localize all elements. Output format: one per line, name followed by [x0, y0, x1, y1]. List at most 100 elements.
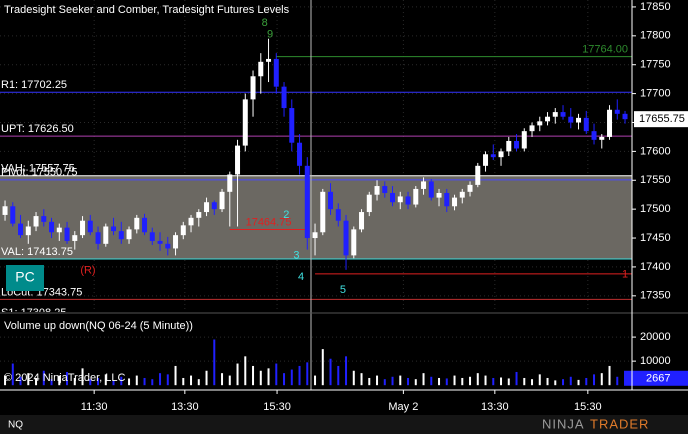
candle-body — [591, 131, 597, 140]
volume-bar — [569, 376, 572, 386]
y-tick-label: 17600 — [640, 145, 671, 157]
volume-bar — [399, 375, 402, 386]
volume-bar — [205, 370, 208, 386]
level-label: VAL: 17413.75 — [1, 246, 73, 258]
volume-bar — [407, 377, 410, 386]
volume-bar — [422, 373, 425, 386]
volume-bar — [500, 377, 503, 386]
candle-body — [483, 154, 489, 166]
candle-body — [583, 117, 589, 132]
volume-bar — [523, 377, 526, 386]
candle-body — [552, 112, 558, 117]
candle-body — [180, 225, 186, 236]
volume-bar — [27, 373, 30, 386]
logo-part: TRADER — [590, 416, 649, 431]
volume-bar — [608, 365, 611, 386]
candle-body — [118, 231, 124, 240]
volume-bar — [469, 376, 472, 386]
candle-body — [506, 140, 512, 152]
volume-bar — [112, 380, 115, 386]
candle-body — [614, 109, 620, 114]
volume-bar — [66, 371, 69, 386]
candle-body — [18, 223, 24, 236]
candle-body — [266, 58, 272, 62]
candle-body — [366, 194, 372, 213]
volume-bar — [11, 363, 14, 386]
volume-bar — [89, 379, 92, 386]
x-tick-label: 11:30 — [81, 401, 108, 413]
candle-body — [351, 229, 357, 256]
y-tick-label: 17700 — [640, 88, 671, 100]
candle-body — [320, 191, 326, 233]
volume-bar — [562, 379, 565, 386]
volume-bar — [507, 378, 510, 386]
volume-bar — [438, 377, 441, 386]
candle-body — [258, 61, 264, 77]
candle-body — [235, 145, 241, 175]
volume-bar — [128, 378, 131, 386]
volume-bar — [531, 379, 534, 386]
candle-body — [250, 76, 256, 100]
volume-bar — [476, 373, 479, 386]
candle-body — [397, 196, 403, 203]
candle-body — [421, 181, 427, 189]
candle-body — [80, 220, 86, 236]
volume-bar — [259, 370, 262, 386]
candle-body — [390, 192, 396, 203]
volume-bar — [352, 370, 355, 386]
y-tick-label: 17850 — [640, 1, 671, 13]
level-label: VAH: 17557.75 — [1, 163, 75, 175]
volume-bar — [135, 375, 138, 386]
candle-body — [343, 220, 349, 256]
candle-body — [576, 117, 582, 123]
pc-button-label[interactable]: PC — [15, 269, 34, 285]
y-tick-label: 17350 — [640, 290, 671, 302]
candle-body — [33, 216, 39, 227]
pc-button[interactable] — [6, 265, 44, 291]
candle-body — [436, 192, 442, 198]
volume-bar — [236, 363, 239, 386]
volume-bar — [360, 373, 363, 386]
level-label: UPT: 17626.50 — [1, 123, 74, 135]
volume-bar — [345, 356, 348, 386]
candle-body — [219, 191, 225, 210]
annotation: 2 — [283, 209, 289, 221]
annotation: 4 — [298, 271, 304, 283]
status-bar — [0, 415, 688, 434]
candle-body — [444, 192, 450, 207]
volume-bar — [290, 369, 293, 386]
volume-bar — [35, 377, 38, 386]
annotation: 3 — [293, 249, 299, 261]
volume-bar — [600, 373, 603, 386]
volume-bar — [213, 339, 216, 386]
volume-bar — [329, 358, 332, 386]
candle-body — [134, 217, 140, 230]
candle-body — [41, 216, 47, 222]
price-tag-label: 17655.75 — [639, 113, 685, 125]
level-label: R1: 17702.25 — [1, 79, 67, 91]
annotation: 5 — [340, 284, 346, 296]
annotation: 9 — [267, 29, 273, 41]
volume-bar — [159, 373, 162, 386]
candle-body — [227, 174, 233, 192]
candle-body — [467, 184, 473, 192]
candle-body — [56, 227, 62, 233]
candle-body — [289, 108, 295, 143]
volume-bar — [430, 376, 433, 386]
candle-body — [607, 109, 613, 137]
volume-bar — [197, 379, 200, 386]
volume-title: Volume up down(NQ 06-24 (5 Minute)) — [4, 320, 193, 332]
volume-bar — [546, 377, 549, 386]
volume-bar — [298, 365, 301, 386]
candle-body — [10, 206, 16, 224]
candle-body — [413, 188, 419, 205]
chart-title: Tradesight Seeker and Comber, Tradesight… — [4, 4, 290, 16]
volume-bar — [58, 375, 61, 386]
x-tick-label: May 2 — [388, 401, 418, 413]
candle-body — [537, 121, 543, 126]
volume-tag — [624, 370, 688, 386]
candle-body — [521, 131, 527, 149]
copyright: © 2024 NinjaTrader, LLC — [4, 372, 125, 384]
y-tick-label: 17800 — [640, 30, 671, 42]
volume-bar — [252, 365, 255, 386]
